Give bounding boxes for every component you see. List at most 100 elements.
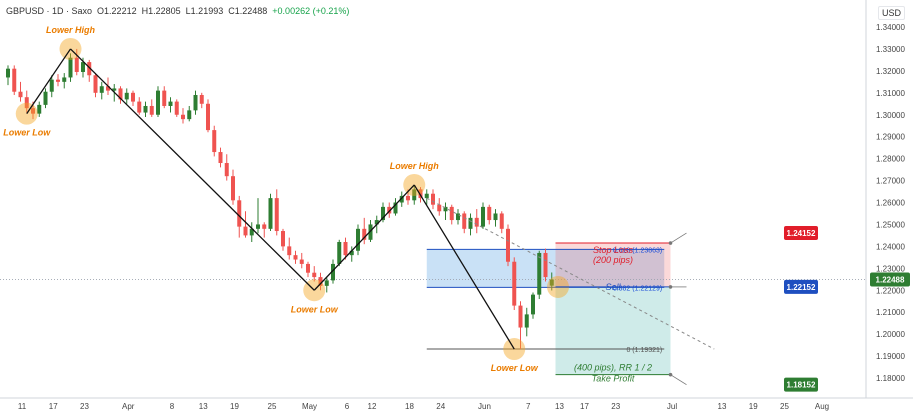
candle-body [99, 86, 104, 93]
candle-body [112, 88, 117, 91]
candle-body [281, 231, 285, 247]
x-tick-label: 18 [405, 402, 414, 411]
candle-body [531, 294, 535, 315]
candle-body [74, 57, 79, 72]
take-profit-pips-label: (400 pips), RR 1 / 2 [574, 363, 652, 373]
x-tick-label: Apr [122, 402, 135, 411]
y-tick-label: 1.21000 [876, 308, 905, 317]
candle-body [493, 213, 498, 221]
candle-body [487, 206, 492, 221]
x-tick-label: 23 [611, 402, 620, 411]
currency-button[interactable]: USD [877, 6, 905, 20]
candle-body [18, 91, 23, 98]
candle-body [149, 105, 154, 115]
badge-connector [670, 374, 687, 386]
x-tick-label: 11 [18, 402, 27, 411]
y-tick-label: 1.24000 [876, 242, 905, 251]
x-tick-label: May [302, 402, 317, 411]
candle-body [343, 241, 348, 256]
y-tick-label: 1.26000 [876, 199, 905, 208]
y-tick-label: 1.20000 [876, 330, 905, 339]
projection-line [426, 197, 715, 350]
candle-body [262, 224, 267, 229]
x-tick-label: 19 [230, 402, 239, 411]
candle-body [249, 228, 254, 236]
x-tick-label: Jul [667, 402, 677, 411]
price-badge-label: 1.18152 [787, 381, 816, 390]
high-value: H1.22805 [141, 6, 181, 16]
candle-body [381, 206, 385, 221]
candle-body [37, 104, 42, 114]
stop-loss-label: Stop Loss [593, 245, 634, 255]
fibonacci-level-label: 0 (1.19321) [626, 347, 662, 354]
candle-body [81, 62, 85, 72]
take-profit-label: Take Profit [592, 374, 635, 384]
fibonacci-level-label: 0.618 (1.23863) [613, 247, 662, 254]
candle-body [393, 202, 398, 214]
candle-body [124, 92, 129, 100]
candle-body [256, 224, 260, 229]
candle-body [31, 108, 35, 114]
candle-body [418, 189, 423, 199]
price-badge [784, 226, 818, 241]
candle-body [474, 217, 479, 227]
candle-body [274, 198, 279, 232]
candle-body [449, 206, 454, 221]
candle-body [231, 176, 235, 201]
candle-body [187, 110, 192, 120]
x-tick-label: Jun [478, 402, 491, 411]
price-badge [784, 279, 818, 294]
candle-body [524, 314, 529, 328]
candle-body [193, 95, 198, 111]
swing-trendline [313, 184, 415, 291]
candle-body [143, 105, 148, 113]
swing-annotation: Lower High [390, 161, 440, 171]
take-profit-zone [555, 286, 671, 375]
x-tick-label: 23 [80, 402, 89, 411]
y-tick-label: 1.34000 [876, 23, 905, 32]
candle-body [518, 305, 523, 328]
candle-body [499, 213, 504, 229]
swing-trendline [26, 48, 72, 115]
candle-body [56, 79, 60, 82]
candle-body [162, 90, 167, 106]
x-tick-label: 8 [170, 402, 175, 411]
candle-body [506, 228, 510, 262]
badge-connector-dot [668, 372, 673, 377]
swing-annotation: Lower Low [291, 304, 339, 314]
x-tick-label: 17 [49, 402, 58, 411]
swing-annotation: Lower High [46, 25, 96, 35]
candle-body [318, 277, 323, 286]
badge-connector [670, 232, 687, 244]
candle-body [399, 195, 404, 203]
candle-body [437, 204, 442, 212]
candle-body [456, 213, 460, 221]
stop-loss-pips-label: (200 pips) [593, 255, 633, 265]
swing-annotation: Lower Low [491, 363, 539, 373]
sell-label: Sell [605, 282, 621, 292]
y-tick-label: 1.30000 [876, 111, 905, 120]
symbol-legend[interactable]: GBPUSD · 1D · Saxo O1.22212 H1.22805 L1.… [6, 6, 349, 16]
x-tick-label: 25 [780, 402, 789, 411]
candle-body [206, 103, 210, 131]
candle-body [224, 163, 229, 177]
candle-body [212, 130, 217, 153]
y-tick-label: 1.32000 [876, 67, 905, 76]
fibonacci-level-label: 0.382 (1.22129) [613, 285, 662, 292]
low-value: L1.21993 [185, 6, 224, 16]
candle-body [174, 101, 179, 115]
candle-body [287, 246, 292, 256]
x-tick-label: 13 [555, 402, 564, 411]
y-tick-label: 1.27000 [876, 177, 905, 186]
candle-body [68, 57, 73, 78]
y-tick-label: 1.23000 [876, 264, 905, 273]
candle-body [406, 195, 410, 201]
candle-body [349, 250, 354, 256]
candle-body [24, 97, 29, 109]
x-tick-label: 25 [268, 402, 277, 411]
x-tick-label: 19 [749, 402, 758, 411]
candle-body [62, 77, 67, 82]
swing-trendline [413, 184, 515, 350]
price-badge [870, 272, 910, 287]
